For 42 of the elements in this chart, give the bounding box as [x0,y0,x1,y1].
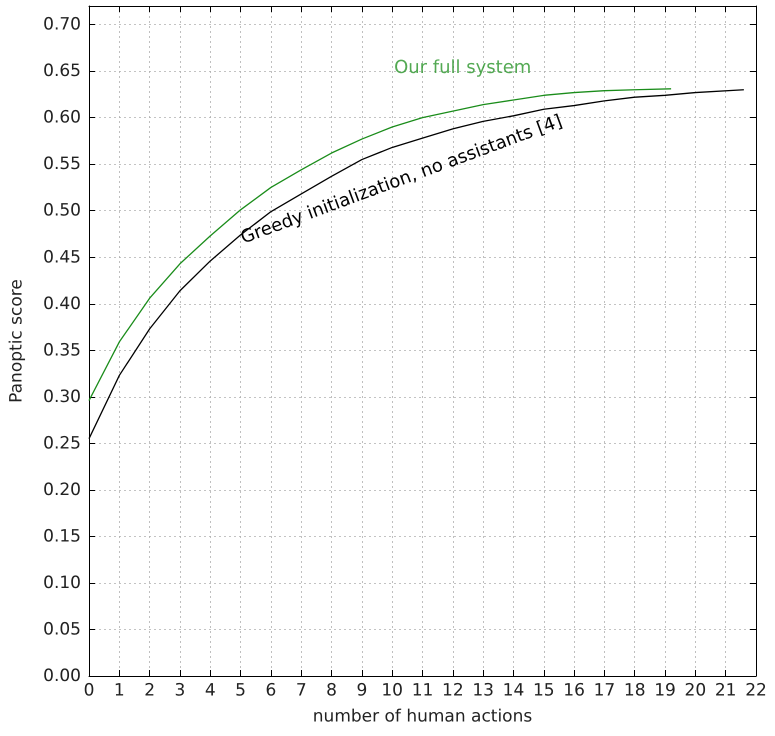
x-tick-label: 12 [442,680,464,700]
x-tick-label: 8 [326,680,337,700]
y-tick-label: 0.40 [43,294,81,314]
x-tick-label: 4 [204,680,216,700]
x-tick-label: 20 [684,680,706,700]
y-tick-label: 0.30 [43,386,81,407]
y-tick-label: 0.20 [43,480,81,500]
y-tick-label: 0.70 [43,14,81,35]
x-tick-label: 3 [174,680,186,700]
y-tick-label: 0.45 [43,247,81,268]
x-tick-label: 22 [745,680,767,700]
y-tick-label: 0.65 [43,61,81,82]
y-tick-label: 0.50 [43,200,81,221]
x-tick-label: 17 [594,680,616,700]
x-tick-label: 14 [502,680,524,700]
x-tick-label: 18 [624,680,646,700]
y-tick-label: 0.60 [43,108,81,128]
y-tick-label: 0.15 [43,526,81,546]
y-tick-label: 0.00 [43,666,81,686]
x-tick-label: 13 [472,680,494,700]
x-tick-label: 2 [144,680,156,700]
y-tick-label: 0.25 [43,433,81,454]
x-axis-title: number of human actions [312,706,532,726]
y-axis-title: Panoptic score [6,279,26,403]
x-tick-label: 0 [84,680,94,700]
x-tick-label: 16 [563,680,585,700]
x-tick-label: 7 [296,680,307,700]
x-tick-label: 10 [381,680,403,700]
line-series [88,88,672,402]
y-tick-label: 0.10 [43,572,81,593]
x-tick-label: 11 [412,680,434,700]
x-tick-label: 21 [714,680,736,700]
x-tick-label: 1 [114,680,125,700]
x-tick-label: 9 [356,680,368,700]
x-tick-label: 6 [265,680,276,700]
y-tick-label: 0.55 [43,154,81,174]
series-label: Our full system [394,57,532,78]
x-tick-label: 19 [654,680,676,700]
x-tick-label: 15 [532,680,555,700]
y-tick-label: 0.05 [43,619,81,640]
y-tick-label: 0.35 [43,340,81,360]
x-tick-label: 5 [235,680,246,700]
